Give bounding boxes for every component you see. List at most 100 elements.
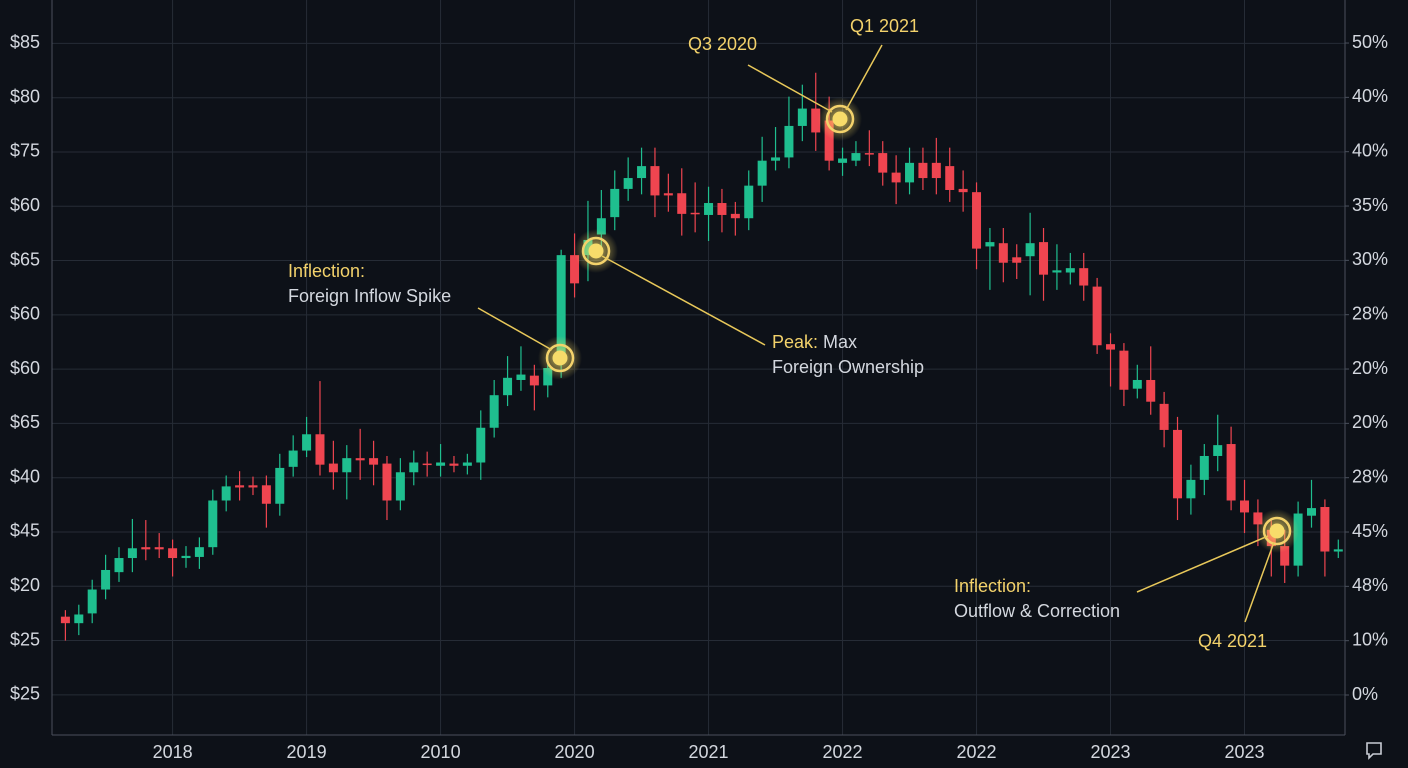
x-tick-label: 2010	[421, 742, 461, 762]
candle-body	[168, 548, 178, 559]
annotation: Q1 2021	[850, 16, 919, 36]
candle-body	[811, 108, 821, 133]
annotation: Q4 2021	[1198, 631, 1267, 651]
candle-body	[409, 462, 419, 473]
candle-body	[1079, 268, 1089, 286]
candle-body	[1226, 444, 1236, 501]
candle-body	[972, 192, 982, 249]
y2-tick-label: 20%	[1352, 358, 1388, 378]
candle-body	[328, 463, 338, 473]
candle-body	[114, 558, 124, 573]
candle-body	[235, 485, 245, 488]
annotation: Peak: Max Foreign Ownership	[772, 332, 924, 377]
x-tick-label: 2023	[1090, 742, 1130, 762]
annotation-text: Foreign Inflow Spike	[288, 286, 451, 306]
candle-body	[141, 547, 151, 550]
candle-body	[369, 458, 379, 465]
candle-body	[1199, 455, 1209, 480]
candle-body	[717, 203, 727, 215]
candle-body	[677, 193, 687, 214]
highlight-ring	[545, 343, 575, 373]
candle-body	[704, 203, 714, 215]
candle-body	[931, 162, 941, 179]
candle-body	[757, 160, 767, 186]
candle-body	[771, 157, 781, 161]
x-tick-label: 2023	[1224, 742, 1264, 762]
x-tick-label: 2018	[153, 742, 193, 762]
candle-body	[422, 463, 432, 466]
y-tick-label: $65	[10, 249, 40, 269]
annotation-label: Q1 2021	[850, 16, 919, 36]
candle-body	[1240, 500, 1250, 513]
annotation-leader	[601, 255, 766, 346]
candle-body	[449, 463, 459, 466]
y-tick-label: $60	[10, 304, 40, 324]
candle-body	[516, 374, 526, 380]
candle-body	[596, 218, 606, 235]
candle-body	[838, 158, 848, 163]
y-tick-label: $60	[10, 195, 40, 215]
candle-body	[1173, 429, 1183, 499]
candle-body	[1092, 286, 1102, 346]
y2-tick-label: 40%	[1352, 86, 1388, 106]
candle-body	[570, 255, 580, 284]
annotation-label: Inflection:	[288, 261, 365, 281]
candle-body	[302, 434, 312, 451]
y-tick-label: $75	[10, 141, 40, 161]
y2-tick-label: 48%	[1352, 575, 1388, 595]
candle-body	[878, 153, 888, 173]
candle-body	[663, 193, 673, 196]
highlight-dot	[832, 111, 848, 127]
candle-body	[74, 614, 84, 624]
candle-body	[1320, 507, 1330, 552]
candle-body	[610, 188, 620, 218]
candle-body	[1106, 344, 1116, 350]
candle-body	[1333, 549, 1343, 552]
y2-tick-label: 20%	[1352, 412, 1388, 432]
x-tick-label: 2019	[287, 742, 327, 762]
candle-body	[1146, 379, 1156, 402]
annotation-leader	[1136, 535, 1269, 593]
candle-body	[797, 108, 807, 126]
candle-body	[275, 467, 285, 504]
y2-tick-label: 30%	[1352, 249, 1388, 269]
candle-body	[503, 377, 513, 396]
highlight-dot	[552, 350, 568, 366]
candle-body	[87, 589, 97, 614]
annotation-leader	[477, 307, 553, 351]
candle-body	[1119, 350, 1129, 390]
highlight-dot	[1269, 523, 1285, 539]
candle-body	[1052, 270, 1062, 273]
x-tick-label: 2022	[957, 742, 997, 762]
chat-icon[interactable]	[1366, 742, 1382, 760]
candle-body	[60, 616, 70, 624]
candle-body	[221, 486, 231, 501]
y2-tick-label: 40%	[1352, 140, 1388, 160]
annotation-leader	[845, 44, 883, 111]
y-tick-label: $60	[10, 358, 40, 378]
candle-body	[248, 485, 258, 488]
y2-tick-label: 35%	[1352, 195, 1388, 215]
candle-body	[985, 242, 995, 247]
candle-body	[543, 368, 553, 386]
y2-tick-label: 28%	[1352, 466, 1388, 486]
y-tick-label: $45	[10, 521, 40, 541]
candle-body	[1307, 508, 1317, 516]
x-tick-label: 2022	[823, 742, 863, 762]
candle-body	[194, 547, 204, 557]
candle-body	[261, 485, 271, 504]
annotation: Inflection: Outflow & Correction	[954, 576, 1120, 621]
candle-body	[127, 548, 137, 559]
candle-body	[945, 166, 955, 190]
candle-body	[744, 185, 754, 219]
candle-body	[436, 462, 446, 466]
x-tick-label: 2020	[555, 742, 595, 762]
x-tick-label: 2021	[689, 742, 729, 762]
candle-body	[784, 125, 794, 158]
candle-body	[958, 188, 968, 193]
candle-body	[181, 555, 191, 559]
candle-body	[891, 172, 901, 183]
candle-body	[864, 153, 874, 155]
candle-body	[529, 375, 539, 386]
